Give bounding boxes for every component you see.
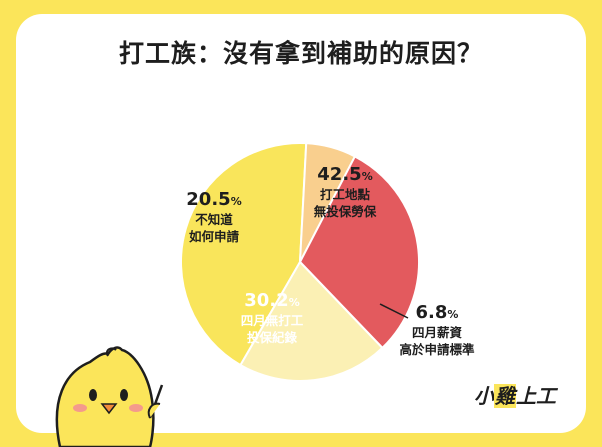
slice-label-2-line-0: 四月無打工 — [241, 313, 304, 328]
slice-label-0-line-0: 打工地點 — [320, 187, 371, 202]
pie-slice-0 — [180, 142, 308, 367]
brand-logo: 小雞上工 — [474, 384, 556, 408]
leader-line — [379, 303, 409, 319]
slice-value-3: 20.5% — [186, 189, 241, 210]
chart-title: 打工族：沒有拿到補助的原因？ — [110, 34, 492, 70]
slice-label-3-line-1: 如何申請 — [189, 229, 240, 244]
slice-value-1: 6.8% — [416, 302, 459, 323]
slice-value-2: 30.2% — [244, 290, 299, 311]
slice-label-0-line-1: 無投保勞保 — [314, 204, 377, 219]
slice-value-0: 42.5% — [317, 164, 372, 185]
slice-label-1-line-1: 高於申請標準 — [399, 342, 475, 357]
pie-slice-2 — [298, 155, 420, 350]
chick-mascot-icon — [55, 346, 164, 447]
pie-slice-3 — [239, 260, 384, 383]
slice-label-2-line-1: 投保紀錄 — [247, 330, 298, 345]
slice-label-3-line-0: 不知道 — [195, 212, 233, 227]
slice-label-1-line-0: 四月薪資 — [412, 325, 463, 340]
title-wrap: 打工族：沒有拿到補助的原因？ — [0, 34, 602, 70]
